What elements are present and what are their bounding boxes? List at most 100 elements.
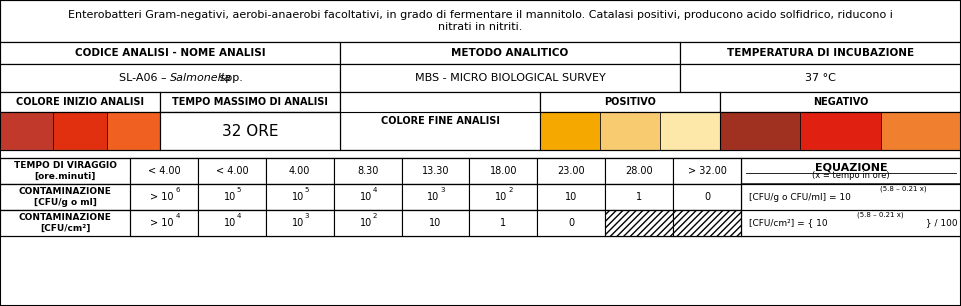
Bar bbox=[266, 210, 333, 236]
Text: Salmonella: Salmonella bbox=[170, 73, 232, 83]
Bar bbox=[801, 112, 880, 150]
Bar bbox=[333, 158, 402, 184]
Bar bbox=[0, 158, 961, 184]
Bar bbox=[0, 0, 961, 42]
Bar bbox=[130, 210, 198, 236]
Bar bbox=[537, 184, 605, 210]
Text: 10: 10 bbox=[430, 218, 442, 228]
Bar bbox=[680, 64, 961, 92]
Text: > 32.00: > 32.00 bbox=[688, 166, 727, 176]
Bar bbox=[340, 42, 680, 64]
Text: 4: 4 bbox=[373, 187, 377, 193]
Bar bbox=[880, 112, 961, 150]
Bar bbox=[741, 158, 961, 236]
Bar bbox=[160, 92, 340, 112]
Text: < 4.00: < 4.00 bbox=[215, 166, 248, 176]
Text: 28.00: 28.00 bbox=[626, 166, 653, 176]
Text: 4: 4 bbox=[236, 213, 241, 219]
Text: 10: 10 bbox=[428, 192, 439, 202]
Text: 4: 4 bbox=[176, 213, 181, 219]
Text: CONTAMINAZIONE
[CFU/cm²]: CONTAMINAZIONE [CFU/cm²] bbox=[18, 213, 111, 233]
Bar bbox=[600, 112, 660, 150]
Bar bbox=[266, 184, 333, 210]
Bar bbox=[198, 158, 266, 184]
Text: TEMPO MASSIMO DI ANALISI: TEMPO MASSIMO DI ANALISI bbox=[172, 97, 328, 107]
Text: 10: 10 bbox=[359, 218, 372, 228]
Text: 0: 0 bbox=[568, 218, 575, 228]
Bar bbox=[266, 158, 333, 184]
Bar bbox=[130, 158, 198, 184]
Text: > 10: > 10 bbox=[150, 218, 174, 228]
Bar bbox=[402, 210, 469, 236]
Bar bbox=[540, 92, 720, 112]
Text: 10: 10 bbox=[359, 192, 372, 202]
Text: 10: 10 bbox=[224, 218, 236, 228]
Text: 0: 0 bbox=[704, 192, 710, 202]
Text: TEMPERATURA DI INCUBAZIONE: TEMPERATURA DI INCUBAZIONE bbox=[727, 48, 914, 58]
Text: CONTAMINAZIONE
[CFU/g o ml]: CONTAMINAZIONE [CFU/g o ml] bbox=[18, 187, 111, 207]
Bar bbox=[0, 150, 961, 158]
Text: 1: 1 bbox=[636, 192, 642, 202]
Text: 1: 1 bbox=[501, 218, 506, 228]
Text: 10: 10 bbox=[291, 218, 304, 228]
Text: (5.8 – 0.21 x): (5.8 – 0.21 x) bbox=[857, 211, 903, 218]
Text: EQUAZIONE: EQUAZIONE bbox=[815, 163, 887, 173]
Bar bbox=[130, 184, 198, 210]
Bar bbox=[469, 210, 537, 236]
Bar bbox=[537, 158, 605, 184]
Bar bbox=[402, 158, 469, 184]
Text: > 10: > 10 bbox=[150, 192, 174, 202]
Text: 5: 5 bbox=[305, 187, 309, 193]
Text: 18.00: 18.00 bbox=[490, 166, 517, 176]
Text: 3: 3 bbox=[440, 187, 445, 193]
Text: 10: 10 bbox=[224, 192, 236, 202]
Text: 10: 10 bbox=[565, 192, 578, 202]
Bar bbox=[673, 210, 741, 236]
Bar bbox=[198, 210, 266, 236]
Bar bbox=[0, 64, 340, 92]
Bar bbox=[605, 158, 673, 184]
Bar bbox=[53, 112, 107, 150]
Bar bbox=[469, 184, 537, 210]
Text: 4.00: 4.00 bbox=[289, 166, 310, 176]
Text: [CFU/cm²] = { 10: [CFU/cm²] = { 10 bbox=[749, 218, 827, 227]
Bar bbox=[0, 184, 961, 210]
Text: 23.00: 23.00 bbox=[557, 166, 585, 176]
Text: 5: 5 bbox=[236, 187, 241, 193]
Text: 10: 10 bbox=[495, 192, 507, 202]
Text: [CFU/g o CFU/ml] = 10: [CFU/g o CFU/ml] = 10 bbox=[749, 192, 850, 201]
Text: (5.8 – 0.21 x): (5.8 – 0.21 x) bbox=[880, 185, 926, 192]
Bar bbox=[340, 64, 680, 92]
Text: COLORE FINE ANALISI: COLORE FINE ANALISI bbox=[381, 116, 500, 126]
Text: COLORE INIZIO ANALISI: COLORE INIZIO ANALISI bbox=[16, 97, 144, 107]
Text: } / 100: } / 100 bbox=[923, 218, 957, 227]
Bar bbox=[0, 112, 53, 150]
Text: < 4.00: < 4.00 bbox=[148, 166, 181, 176]
Text: CODICE ANALISI - NOME ANALISI: CODICE ANALISI - NOME ANALISI bbox=[75, 48, 265, 58]
Bar bbox=[540, 112, 600, 150]
Bar bbox=[198, 184, 266, 210]
Text: 10: 10 bbox=[291, 192, 304, 202]
Text: (x = tempo in ore): (x = tempo in ore) bbox=[812, 171, 890, 181]
Text: METODO ANALITICO: METODO ANALITICO bbox=[452, 48, 569, 58]
Bar bbox=[605, 184, 673, 210]
Bar bbox=[333, 184, 402, 210]
Text: 6: 6 bbox=[176, 187, 181, 193]
Bar bbox=[680, 42, 961, 64]
Text: TEMPO DI VIRAGGIO
[ore.minuti]: TEMPO DI VIRAGGIO [ore.minuti] bbox=[13, 161, 116, 181]
Text: NEGATIVO: NEGATIVO bbox=[813, 97, 868, 107]
Bar bbox=[107, 112, 160, 150]
Bar bbox=[333, 210, 402, 236]
Bar bbox=[0, 210, 961, 236]
Bar bbox=[605, 210, 673, 236]
Bar bbox=[160, 112, 340, 150]
Text: 2: 2 bbox=[373, 213, 377, 219]
Text: MBS - MICRO BIOLOGICAL SURVEY: MBS - MICRO BIOLOGICAL SURVEY bbox=[414, 73, 605, 83]
Bar bbox=[537, 210, 605, 236]
Bar bbox=[0, 42, 340, 64]
Text: 13.30: 13.30 bbox=[422, 166, 449, 176]
Text: 37 °C: 37 °C bbox=[805, 73, 836, 83]
Bar bbox=[673, 184, 741, 210]
Text: spp.: spp. bbox=[216, 73, 243, 83]
Bar bbox=[720, 92, 961, 112]
